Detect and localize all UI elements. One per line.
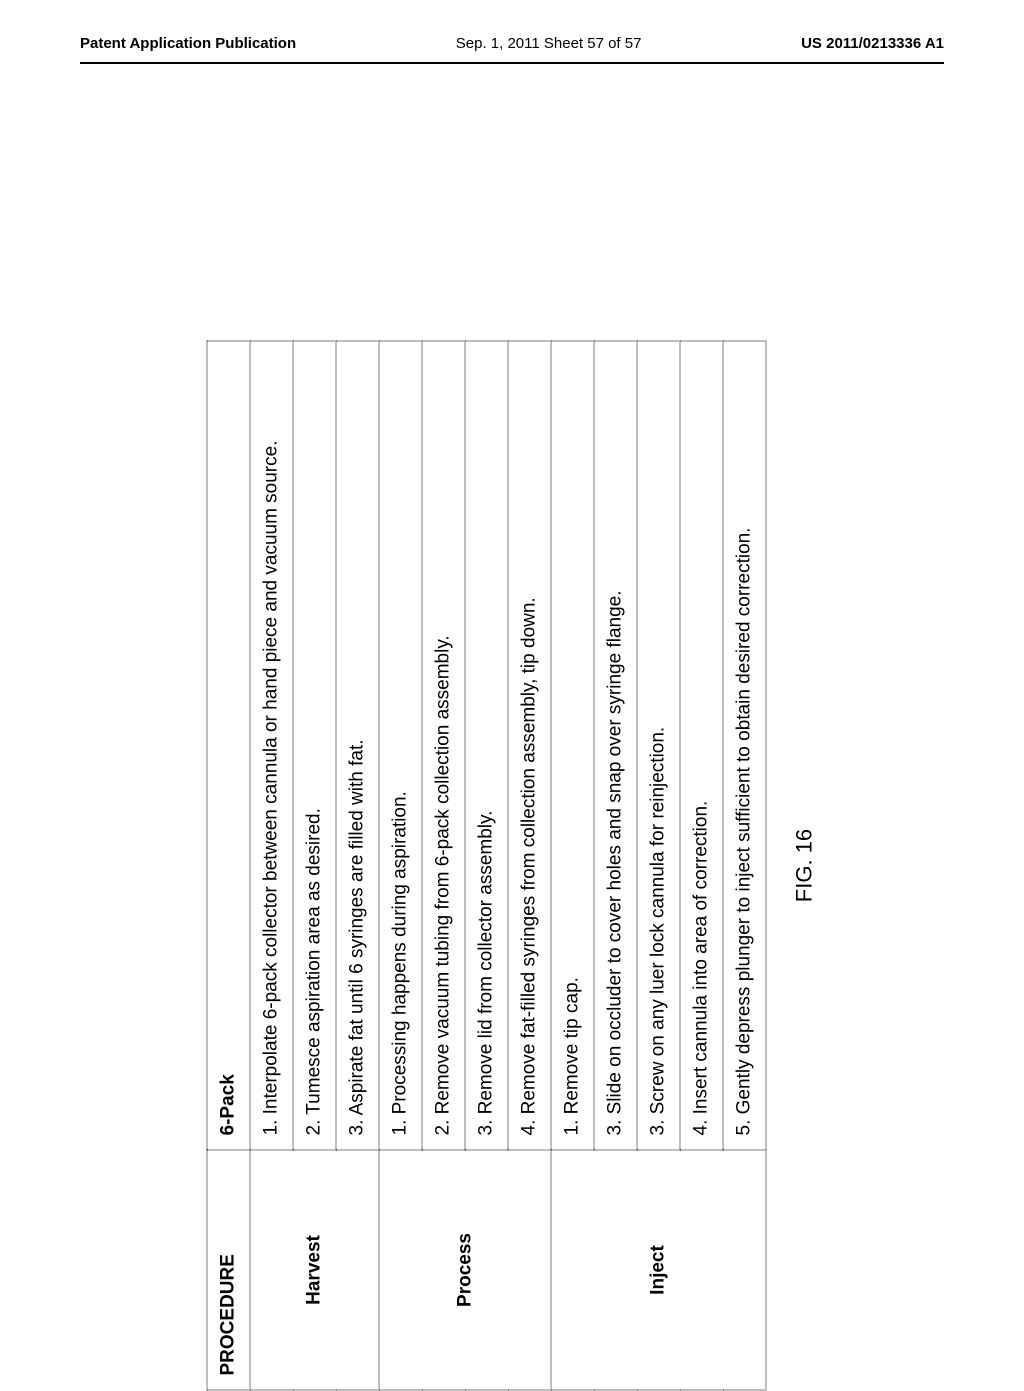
table-row: Process 1. Processing happens during asp… — [379, 341, 422, 1390]
procedure-table: PROCEDURE 6-Pack Harvest 1. Interpolate … — [207, 341, 767, 1391]
step-cell: 3. Slide on occluder to cover holes and … — [594, 341, 637, 1150]
header-sheet-info: Sep. 1, 2011 Sheet 57 of 57 — [456, 35, 642, 52]
section-inject: Inject — [551, 1150, 766, 1390]
step-cell: 1. Processing happens during aspiration. — [379, 341, 422, 1150]
col-header-procedure: PROCEDURE — [207, 1150, 250, 1390]
step-cell: 1. Interpolate 6-pack collector between … — [250, 341, 293, 1150]
step-cell: 5. Gently depress plunger to inject suff… — [723, 341, 766, 1150]
section-harvest: Harvest — [250, 1150, 379, 1390]
rotated-figure: PROCEDURE 6-Pack Harvest 1. Interpolate … — [207, 341, 818, 1391]
table-row: Inject 1. Remove tip cap. — [551, 341, 594, 1390]
step-cell: 3. Aspirate fat until 6 syringes are fil… — [336, 341, 379, 1150]
table-container: PROCEDURE 6-Pack Harvest 1. Interpolate … — [207, 341, 818, 1391]
step-cell: 4. Insert cannula into area of correctio… — [680, 341, 723, 1150]
header-divider — [80, 62, 944, 64]
table-header-row: PROCEDURE 6-Pack — [207, 341, 250, 1390]
step-cell: 4. Remove fat-filled syringes from colle… — [508, 341, 551, 1150]
step-cell: 2. Tumesce aspiration area as desired. — [293, 341, 336, 1150]
step-cell: 3. Remove lid from collector assembly. — [465, 341, 508, 1150]
header-pub-number: US 2011/0213336 A1 — [801, 35, 944, 52]
page-header: Patent Application Publication Sep. 1, 2… — [0, 0, 1024, 62]
header-pub-type: Patent Application Publication — [80, 35, 296, 52]
step-cell: 1. Remove tip cap. — [551, 341, 594, 1150]
step-cell: 2. Remove vacuum tubing from 6-pack coll… — [422, 341, 465, 1150]
step-cell: 3. Screw on any luer lock cannula for re… — [637, 341, 680, 1150]
table-row: Harvest 1. Interpolate 6-pack collector … — [250, 341, 293, 1390]
section-process: Process — [379, 1150, 551, 1390]
figure-caption: FIG. 16 — [792, 341, 818, 1391]
col-header-device: 6-Pack — [207, 341, 250, 1150]
